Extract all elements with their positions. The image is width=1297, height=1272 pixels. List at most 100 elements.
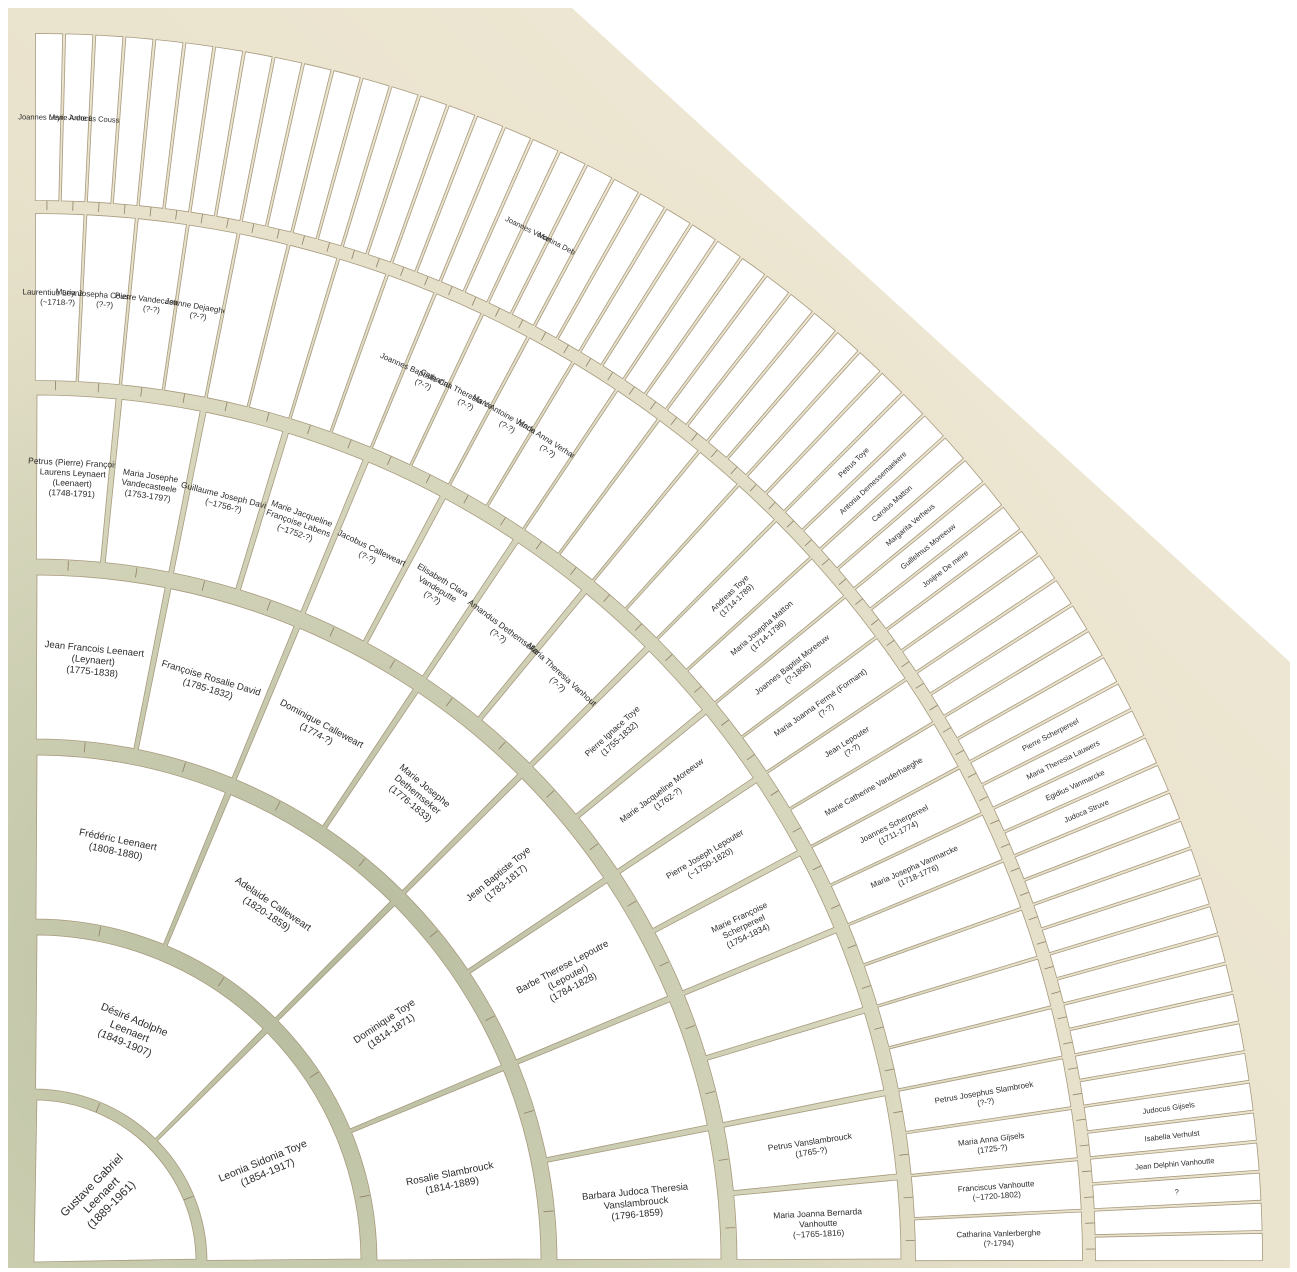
ancestor-cell-g6-p5[interactable] <box>248 244 338 419</box>
ancestor-cell-g3-p3[interactable] <box>351 1070 542 1261</box>
ancestor-cell-g6-p10[interactable] <box>450 337 573 506</box>
ancestor-cell-g6-p11[interactable] <box>487 362 616 529</box>
ancestor-cell-g4-p3[interactable] <box>325 691 519 892</box>
ancestor-cell-g2-p0[interactable] <box>35 934 264 1140</box>
ancestor-cell-g6-p20[interactable] <box>767 680 934 809</box>
ancestor-cell-g7-p22[interactable] <box>580 208 691 366</box>
ancestor-cell-g6-p3[interactable] <box>164 224 238 398</box>
ancestor-cell-g6-p21[interactable] <box>790 723 959 846</box>
ancestor-cell-g5-p9[interactable] <box>578 713 754 870</box>
ancestor-cell-g7-p60[interactable] <box>1090 1142 1260 1184</box>
ancestor-cell-g4-p1[interactable] <box>137 588 295 779</box>
ancestor-cell-g7-p41[interactable] <box>930 605 1088 716</box>
ancestor-cell-g4-p0[interactable] <box>35 574 166 750</box>
ancestor-cell-g4-p2[interactable] <box>235 627 414 827</box>
ancestor-cell-g5-p15[interactable] <box>733 1179 902 1261</box>
ancestor-cell-g7-p9[interactable] <box>267 63 332 233</box>
ancestor-cell-g7-p49[interactable] <box>1024 820 1191 904</box>
ancestor-cell-g4-p6[interactable] <box>517 1001 708 1159</box>
ancestor-cell-g7-p50[interactable] <box>1033 848 1201 929</box>
ancestor-cell-g3-p2[interactable] <box>277 905 502 1130</box>
ancestor-cell-g6-p8[interactable] <box>371 293 482 466</box>
ancestor-cell-g5-p6[interactable] <box>426 542 583 718</box>
ancestor-cell-g7-p13[interactable] <box>367 95 448 263</box>
ancestor-cell-g6-p15[interactable] <box>626 485 775 639</box>
ancestor-cell-g6-p26[interactable] <box>877 958 1052 1048</box>
ancestor-cell-g4-p4[interactable] <box>404 777 605 971</box>
ancestor-cell-g7-p37[interactable] <box>871 506 1021 630</box>
ancestor-cell-g6-p12[interactable] <box>524 390 658 554</box>
ancestor-cell-g5-p13[interactable] <box>706 1012 885 1123</box>
ancestor-cell-g7-p17[interactable] <box>464 138 559 303</box>
ancestor-cell-g7-p39[interactable] <box>902 555 1056 672</box>
ancestor-cell-g5-p0[interactable] <box>35 394 117 563</box>
ancestor-cell-g7-p53[interactable] <box>1056 935 1226 1004</box>
ancestor-cell-g7-p52[interactable] <box>1049 906 1219 979</box>
ancestor-cell-g6-p16[interactable] <box>657 521 811 670</box>
ancestor-cell-g7-p19[interactable] <box>511 164 613 326</box>
ancestor-cell-g7-p8[interactable] <box>241 56 303 227</box>
ancestor-cell-g6-p30[interactable] <box>910 1160 1082 1218</box>
ancestor-cell-g7-p11[interactable] <box>317 77 390 247</box>
ancestor-cell-g7-p0[interactable] <box>34 33 64 202</box>
ancestor-cell-g7-p16[interactable] <box>440 127 532 292</box>
ancestor-cell-g7-p29[interactable] <box>727 332 859 476</box>
ancestor-cell-g7-p18[interactable] <box>488 151 586 314</box>
ancestor-cell-g7-p43[interactable] <box>957 657 1118 762</box>
ancestor-cell-g7-p57[interactable] <box>1079 1052 1250 1106</box>
ancestor-cell-g7-p10[interactable] <box>292 70 361 240</box>
ancestor-cell-g6-p22[interactable] <box>811 768 982 885</box>
ancestor-cell-g5-p4[interactable] <box>304 461 441 642</box>
ancestor-cell-g5-p3[interactable] <box>239 432 364 613</box>
ancestor-cell-g7-p32[interactable] <box>784 393 924 530</box>
ancestor-cell-g7-p27[interactable] <box>687 293 813 442</box>
ancestor-cell-g7-p56[interactable] <box>1074 1023 1245 1080</box>
ancestor-cell-g7-p35[interactable] <box>838 460 984 589</box>
ancestor-cell-g7-p30[interactable] <box>747 352 881 493</box>
ancestor-cell-g7-p12[interactable] <box>342 86 419 255</box>
ancestor-cell-g7-p4[interactable] <box>138 39 184 209</box>
ancestor-cell-g7-p36[interactable] <box>854 483 1003 609</box>
ancestor-cell-g6-p2[interactable] <box>121 218 187 391</box>
ancestor-cell-g5-p5[interactable] <box>366 498 514 677</box>
ancestor-cell-g5-p12[interactable] <box>683 932 864 1057</box>
ancestor-cell-g7-p1[interactable] <box>60 33 94 203</box>
ancestor-cell-g7-p59[interactable] <box>1087 1112 1257 1158</box>
ancestor-cell-g7-p20[interactable] <box>534 178 639 339</box>
ancestor-cell-g6-p28[interactable] <box>898 1058 1072 1132</box>
ancestor-cell-g7-p42[interactable] <box>944 631 1103 739</box>
ancestor-cell-g6-p0[interactable] <box>34 213 85 382</box>
ancestor-cell-g7-p47[interactable] <box>1004 764 1169 856</box>
ancestor-cell-g7-p23[interactable] <box>602 224 716 380</box>
ancestor-cell-g5-p11[interactable] <box>654 855 835 992</box>
ancestor-cell-g6-p19[interactable] <box>742 638 906 772</box>
ancestor-cell-g7-p31[interactable] <box>766 372 903 512</box>
ancestor-cell-g7-p5[interactable] <box>164 42 214 213</box>
ancestor-cell-g7-p14[interactable] <box>392 105 476 272</box>
ancestor-cell-g7-p51[interactable] <box>1041 877 1210 954</box>
ancestor-cell-g7-p48[interactable] <box>1014 792 1181 880</box>
ancestor-cell-g5-p10[interactable] <box>619 782 798 930</box>
ancestor-cell-g7-p58[interactable] <box>1083 1082 1254 1132</box>
ancestor-cell-g6-p6[interactable] <box>290 258 387 433</box>
ancestor-cell-g7-p54[interactable] <box>1063 964 1233 1029</box>
ancestor-cell-g7-p15[interactable] <box>416 115 504 282</box>
ancestor-cell-g5-p8[interactable] <box>532 650 703 815</box>
ancestor-cell-g5-p2[interactable] <box>173 411 284 590</box>
ancestor-cell-g4-p7[interactable] <box>546 1130 722 1261</box>
ancestor-cell-g3-p0[interactable] <box>35 754 226 945</box>
ancestor-cell-g7-p24[interactable] <box>624 240 741 394</box>
ancestor-cell-g7-p55[interactable] <box>1069 993 1240 1055</box>
ancestor-cell-g7-p62[interactable] <box>1093 1202 1263 1236</box>
ancestor-cell-g7-p28[interactable] <box>707 312 836 458</box>
ancestor-cell-g1-p0[interactable] <box>33 1099 197 1263</box>
ancestor-cell-g6-p25[interactable] <box>863 909 1038 1006</box>
ancestor-cell-g7-p44[interactable] <box>970 683 1132 785</box>
ancestor-cell-g5-p1[interactable] <box>104 399 201 573</box>
ancestor-cell-g6-p14[interactable] <box>593 451 738 609</box>
ancestor-cell-g2-p1[interactable] <box>156 1032 362 1261</box>
ancestor-cell-g4-p5[interactable] <box>469 882 669 1061</box>
ancestor-cell-g6-p7[interactable] <box>331 274 435 448</box>
ancestor-cell-g7-p34[interactable] <box>820 437 964 569</box>
ancestor-cell-g3-p1[interactable] <box>166 794 391 1019</box>
